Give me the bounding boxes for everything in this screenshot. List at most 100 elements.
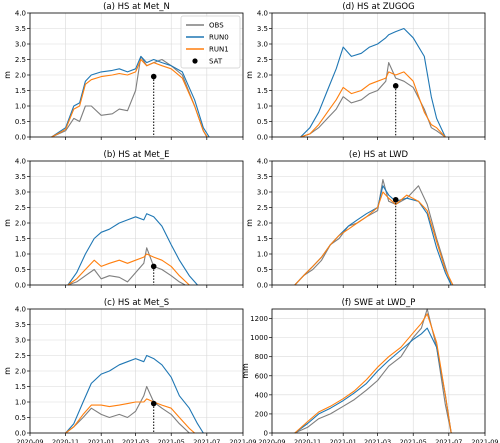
series-line-obs [51, 55, 208, 138]
y-tick-label: 3.0 [257, 189, 268, 197]
series-line-run1 [67, 253, 190, 286]
sat-marker [150, 263, 157, 270]
series-line-obs [65, 385, 190, 434]
plot-frame [271, 308, 486, 434]
sat-marker [392, 196, 399, 203]
y-tick-label: 1.5 [15, 87, 26, 95]
x-tick-label: 2021-07 [435, 438, 462, 443]
x-tick-label: 2021-09 [229, 438, 256, 443]
y-tick-label: 3.0 [15, 189, 26, 197]
y-tick-label: 1.5 [257, 235, 268, 243]
y-tick-label: 0.0 [15, 134, 26, 142]
y-tick-label: 1000 [250, 334, 268, 342]
y-tick-label: 0.5 [15, 414, 26, 422]
y-tick-label: 0.5 [15, 266, 26, 274]
series-line-obs [294, 179, 452, 286]
y-tick-label: 4.0 [257, 10, 268, 18]
series-line-run1 [51, 58, 208, 138]
y-tick-label: 0.0 [257, 134, 268, 142]
x-tick-label: 2021-03 [364, 438, 391, 443]
y-tick-label: 3.5 [257, 25, 268, 33]
y-tick-label: 2.5 [15, 352, 26, 360]
plot-frame [29, 12, 244, 138]
series-line-run1 [294, 191, 454, 286]
chart-panel-2: 0.0 0.5 1.0 1.5 2.0 2.5 3.0 3.5 4.0 (d) HS at ZUG… [245, 2, 486, 142]
y-tick-label: 1.0 [15, 103, 26, 111]
y-tick-label: 3.0 [15, 41, 26, 49]
y-tick-label: 3.5 [257, 173, 268, 181]
y-tick-label: 200 [255, 410, 268, 418]
x-tick-label: 2021-05 [400, 438, 427, 443]
plot-frame [271, 12, 486, 138]
x-tick-label: 2020-09 [16, 438, 43, 443]
y-tick-label: 400 [255, 391, 268, 399]
x-tick-label: 2021-01 [330, 438, 357, 443]
y-tick-label: 4.0 [15, 158, 26, 166]
legend-label-sat: SAT [209, 58, 223, 66]
sat-marker [150, 73, 157, 80]
sat-marker [150, 400, 157, 407]
y-tick-label: 0.0 [15, 430, 26, 438]
series-line-run1 [300, 71, 446, 138]
y-tick-label: 1.5 [15, 235, 26, 243]
y-tick-label: 2.0 [257, 72, 268, 80]
panel-title: (a) HS at Met_N [103, 2, 170, 12]
y-tick-label: 1.0 [15, 251, 26, 259]
y-tick-label: 0.5 [15, 118, 26, 126]
y-tick-label: 4.0 [257, 158, 268, 166]
series-line-run1 [65, 398, 195, 434]
y-tick-label: 3.5 [15, 173, 26, 181]
y-tick-label: 1200 [250, 315, 268, 323]
x-tick-label: 2020-11 [294, 438, 321, 443]
x-tick-label: 2020-09 [258, 438, 285, 443]
y-tick-label: 600 [255, 372, 268, 380]
y-tick-label: 0.5 [257, 118, 268, 126]
panel-title: (b) HS at Met_E [104, 150, 170, 160]
y-tick-label: 0.5 [257, 266, 268, 274]
y-axis-label: m [245, 71, 254, 79]
y-tick-label: 0 [264, 430, 268, 438]
series-line-run1 [294, 313, 452, 434]
y-tick-label: 1.5 [257, 87, 268, 95]
series-line-obs [67, 247, 186, 286]
legend-label-run1: RUN1 [209, 46, 229, 54]
y-tick-label: 1.0 [15, 399, 26, 407]
y-tick-label: 0.0 [15, 282, 26, 290]
series-line-run0 [294, 327, 452, 434]
x-tick-label: 2021-05 [158, 438, 185, 443]
panel-title: (f) SWE at LWD_P [342, 298, 416, 308]
y-tick-label: 3.0 [15, 337, 26, 345]
y-axis-label: m [245, 219, 254, 227]
panel-title: (d) HS at ZUGOG [342, 2, 414, 12]
chart-panel-5: 0.0 0.5 1.0 1.5 2.0 2.5 3.0 3.5 4.0 2020-09 2020-1… [3, 298, 257, 443]
plot-frame [271, 160, 486, 286]
y-tick-label: 3.5 [15, 321, 26, 329]
y-tick-label: 3.5 [15, 25, 26, 33]
y-tick-label: 2.5 [257, 204, 268, 212]
series-line-obs [300, 62, 446, 138]
series-line-run0 [300, 27, 446, 138]
x-tick-label: 2021-03 [122, 438, 149, 443]
plot-frame [29, 308, 244, 434]
y-axis-label: m [3, 367, 12, 375]
chart-panel-4: 0.0 0.5 1.0 1.5 2.0 2.5 3.0 3.5 4.0 (e) HS at LWD… [245, 150, 486, 290]
chart-panel-3: 0.0 0.5 1.0 1.5 2.0 2.5 3.0 3.5 4.0 (b) HS at Met… [3, 150, 244, 290]
panel-title: (c) HS at Met_S [104, 298, 169, 308]
plot-frame [29, 160, 244, 286]
series-line-run0 [65, 354, 204, 434]
chart-panel-6: 0 200 400 600 800 1000 1200 2020-09 2020-11 2021-… [241, 298, 499, 443]
y-axis-label: m [3, 219, 12, 227]
y-axis-label: mm [241, 363, 250, 379]
y-tick-label: 2.5 [257, 56, 268, 64]
y-tick-label: 2.0 [15, 368, 26, 376]
x-tick-label: 2021-07 [193, 438, 220, 443]
y-tick-label: 2.0 [257, 220, 268, 228]
chart-panel-1: 0.0 0.5 1.0 1.5 2.0 2.5 3.0 3.5 4.0 (a) HS at Met… [3, 2, 244, 142]
x-tick-label: 2021-09 [471, 438, 498, 443]
y-tick-label: 1.0 [257, 103, 268, 111]
y-tick-label: 4.0 [15, 306, 26, 314]
y-tick-label: 2.0 [15, 72, 26, 80]
y-tick-label: 1.0 [257, 251, 268, 259]
x-tick-label: 2020-11 [52, 438, 79, 443]
